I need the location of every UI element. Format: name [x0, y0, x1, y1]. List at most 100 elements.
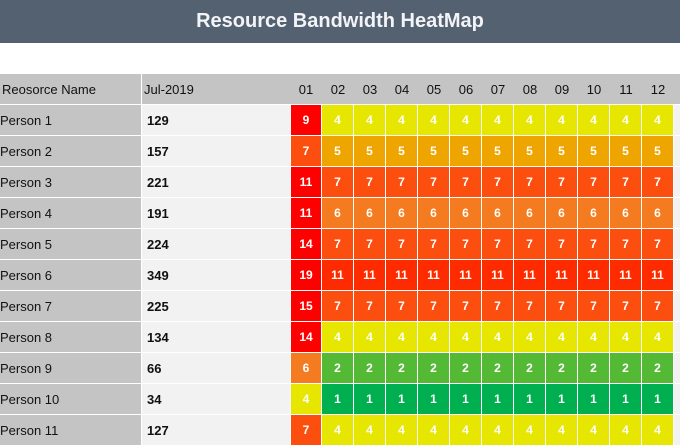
heatmap-cell: 7	[482, 229, 514, 260]
row-gap	[674, 167, 680, 198]
heatmap-cell: 5	[450, 136, 482, 167]
heatmap-cell: 7	[610, 167, 642, 198]
heatmap-cell: 11	[290, 167, 322, 198]
heatmap-cell: 4	[578, 322, 610, 353]
heatmap-cell: 5	[482, 136, 514, 167]
heatmap-cell: 4	[610, 415, 642, 446]
heatmap-cell: 11	[610, 260, 642, 291]
row-gap	[674, 260, 680, 291]
row-total: 224	[142, 229, 290, 260]
heatmap-cell: 11	[290, 198, 322, 229]
heatmap-cell: 7	[354, 229, 386, 260]
heatmap-cell: 7	[546, 167, 578, 198]
heatmap-cell: 2	[642, 353, 674, 384]
heatmap-cell: 4	[610, 322, 642, 353]
heatmap-cell: 7	[514, 167, 546, 198]
row-gap	[674, 229, 680, 260]
heatmap-cell: 4	[386, 322, 418, 353]
row-name: Person 6	[0, 260, 142, 291]
heatmap-cell: 5	[642, 136, 674, 167]
heatmap-cell: 5	[514, 136, 546, 167]
heatmap-cell: 1	[354, 384, 386, 415]
row-total: 34	[142, 384, 290, 415]
row-gap	[674, 322, 680, 353]
heatmap-cell: 1	[578, 384, 610, 415]
column-header: 10	[578, 74, 610, 105]
heatmap-cell: 1	[322, 384, 354, 415]
heatmap-cell: 11	[386, 260, 418, 291]
heatmap-cell: 5	[322, 136, 354, 167]
heatmap-cell: 7	[322, 167, 354, 198]
column-header: 01	[290, 74, 322, 105]
heatmap-cell: 7	[610, 291, 642, 322]
row-gap	[674, 105, 680, 136]
heatmap-cell: 4	[354, 322, 386, 353]
heatmap-cell: 7	[642, 167, 674, 198]
heatmap-cell: 7	[386, 167, 418, 198]
heatmap-cell: 7	[482, 291, 514, 322]
header-gap	[674, 74, 680, 105]
heatmap-cell: 4	[546, 105, 578, 136]
heatmap-cell: 5	[354, 136, 386, 167]
heatmap-cell: 4	[290, 384, 322, 415]
heatmap-cell: 4	[514, 105, 546, 136]
column-header: 05	[418, 74, 450, 105]
heatmap-cell: 4	[450, 105, 482, 136]
heatmap-cell: 7	[322, 229, 354, 260]
heatmap-cell: 7	[546, 229, 578, 260]
heatmap-cell: 7	[546, 291, 578, 322]
row-total: 127	[142, 415, 290, 446]
row-total: 157	[142, 136, 290, 167]
heatmap-cell: 2	[386, 353, 418, 384]
row-name: Person 11	[0, 415, 142, 446]
heatmap-cell: 4	[386, 415, 418, 446]
heatmap-cell: 7	[450, 229, 482, 260]
heatmap-cell: 2	[610, 353, 642, 384]
heatmap-cell: 2	[514, 353, 546, 384]
heatmap-cell: 7	[450, 167, 482, 198]
column-header: 06	[450, 74, 482, 105]
row-gap	[674, 136, 680, 167]
heatmap-cell: 11	[450, 260, 482, 291]
row-name: Person 2	[0, 136, 142, 167]
heatmap-cell: 2	[450, 353, 482, 384]
heatmap-cell: 4	[482, 322, 514, 353]
heatmap-cell: 1	[418, 384, 450, 415]
heatmap-cell: 6	[418, 198, 450, 229]
heatmap-cell: 5	[610, 136, 642, 167]
heatmap-cell: 6	[514, 198, 546, 229]
heatmap-cell: 4	[610, 105, 642, 136]
heatmap-cell: 7	[386, 229, 418, 260]
row-name: Person 9	[0, 353, 142, 384]
heatmap-cell: 6	[290, 353, 322, 384]
heatmap-cell: 4	[322, 105, 354, 136]
heatmap-cell: 19	[290, 260, 322, 291]
heatmap-cell: 5	[386, 136, 418, 167]
heatmap-cell: 9	[290, 105, 322, 136]
heatmap-cell: 7	[642, 291, 674, 322]
heatmap-cell: 7	[354, 167, 386, 198]
heatmap-cell: 15	[290, 291, 322, 322]
row-gap	[674, 384, 680, 415]
row-name: Person 5	[0, 229, 142, 260]
heatmap-cell: 4	[354, 105, 386, 136]
column-header: 02	[322, 74, 354, 105]
heatmap-cell: 11	[546, 260, 578, 291]
row-name: Person 10	[0, 384, 142, 415]
total-header: Jul-2019	[142, 74, 290, 105]
heatmap-cell: 11	[514, 260, 546, 291]
row-total: 129	[142, 105, 290, 136]
heatmap-cell: 7	[642, 229, 674, 260]
heatmap-cell: 14	[290, 322, 322, 353]
row-gap	[674, 353, 680, 384]
heatmap-cell: 1	[514, 384, 546, 415]
heatmap-cell: 1	[386, 384, 418, 415]
heatmap-cell: 6	[450, 198, 482, 229]
heatmap-cell: 2	[482, 353, 514, 384]
heatmap-cell: 4	[354, 415, 386, 446]
heatmap-cell: 14	[290, 229, 322, 260]
heatmap-cell: 4	[322, 415, 354, 446]
row-total: 221	[142, 167, 290, 198]
heatmap-cell: 4	[546, 322, 578, 353]
heatmap-cell: 4	[322, 322, 354, 353]
